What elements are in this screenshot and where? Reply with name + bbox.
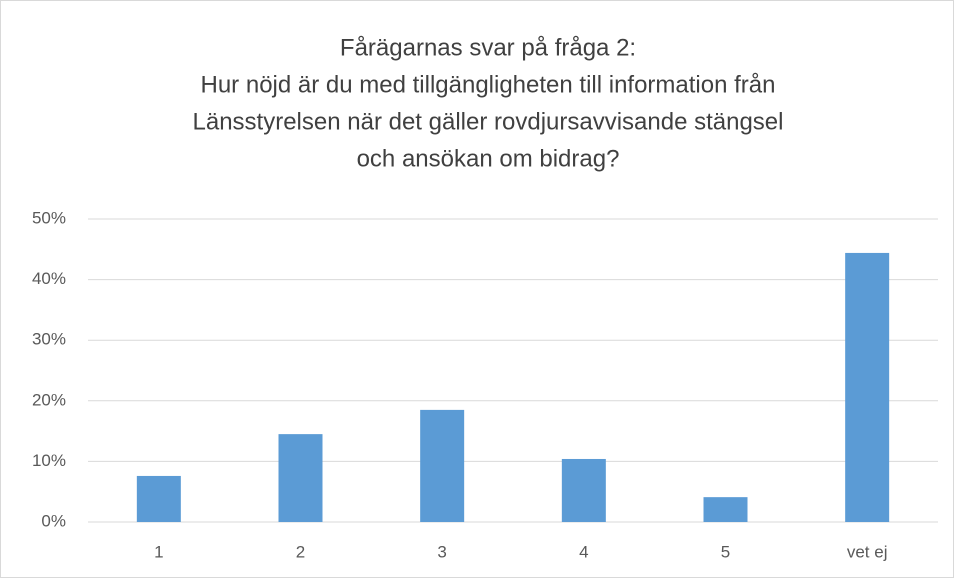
y-tick-label: 0% xyxy=(41,511,66,530)
y-tick-label: 50% xyxy=(32,208,66,227)
chart-title: och ansökan om bidrag? xyxy=(357,145,620,172)
x-tick-label: vet ej xyxy=(847,542,888,561)
bar xyxy=(703,497,748,522)
x-tick-label: 3 xyxy=(437,542,446,561)
chart-title: Hur nöjd är du med tillgängligheten till… xyxy=(201,71,776,98)
bar xyxy=(278,434,323,522)
bar xyxy=(136,475,181,522)
y-tick-label: 30% xyxy=(32,330,66,349)
chart-title: Fårägarnas svar på fråga 2: xyxy=(340,34,636,61)
y-tick-label: 40% xyxy=(32,269,66,288)
bar xyxy=(561,458,606,522)
bar xyxy=(420,409,465,522)
y-tick-label: 10% xyxy=(32,451,66,470)
bar xyxy=(845,252,890,522)
chart-title: Länsstyrelsen när det gäller rovdjursavv… xyxy=(193,108,784,135)
x-tick-label: 2 xyxy=(296,542,305,561)
x-tick-label: 5 xyxy=(721,542,730,561)
x-tick-label: 4 xyxy=(579,542,588,561)
x-tick-label: 1 xyxy=(154,542,163,561)
y-tick-label: 20% xyxy=(32,390,66,409)
